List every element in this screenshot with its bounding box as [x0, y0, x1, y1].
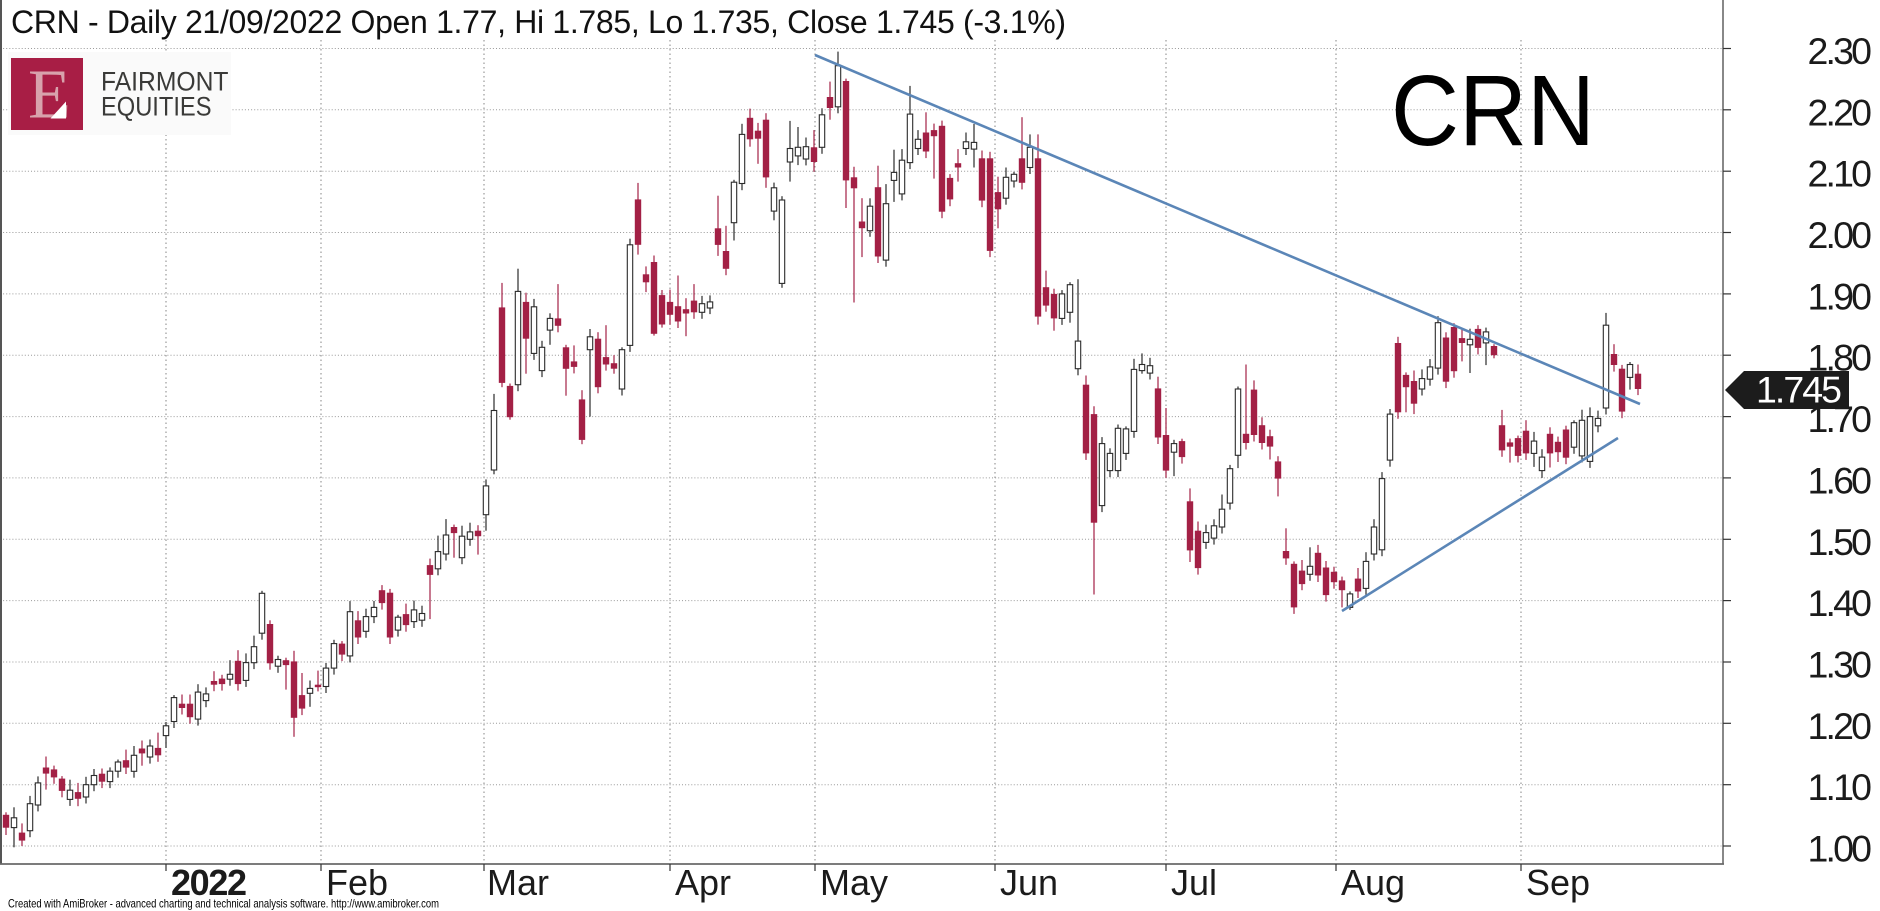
svg-text:EQUITIES: EQUITIES: [101, 92, 212, 122]
svg-text:1.00: 1.00: [1808, 828, 1873, 870]
svg-text:1.50: 1.50: [1808, 521, 1873, 563]
svg-text:Sep: Sep: [1526, 862, 1590, 903]
svg-text:1.10: 1.10: [1808, 766, 1873, 808]
svg-text:2022: 2022: [171, 862, 247, 903]
svg-text:1.40: 1.40: [1808, 582, 1873, 624]
svg-text:Jul: Jul: [1171, 862, 1217, 903]
svg-text:May: May: [820, 862, 888, 903]
svg-text:2.30: 2.30: [1808, 30, 1873, 72]
svg-text:1.30: 1.30: [1808, 644, 1873, 686]
svg-text:CRN: CRN: [1391, 55, 1595, 167]
svg-text:1.60: 1.60: [1808, 459, 1873, 501]
svg-text:FAIRMONT: FAIRMONT: [101, 67, 229, 97]
svg-text:E: E: [28, 57, 71, 134]
svg-text:Jun: Jun: [1000, 862, 1058, 903]
svg-text:1.90: 1.90: [1808, 275, 1873, 317]
svg-text:2.00: 2.00: [1808, 214, 1873, 256]
svg-text:Aug: Aug: [1341, 862, 1405, 903]
svg-text:2.10: 2.10: [1808, 153, 1873, 195]
svg-text:Apr: Apr: [675, 862, 731, 903]
svg-text:1.20: 1.20: [1808, 705, 1873, 747]
svg-text:Created with AmiBroker - advan: Created with AmiBroker - advanced charti…: [8, 897, 439, 911]
svg-text:2.20: 2.20: [1808, 91, 1873, 133]
svg-text:CRN - Daily 21/09/2022 Open 1.: CRN - Daily 21/09/2022 Open 1.77, Hi 1.7…: [11, 4, 1066, 40]
svg-text:Feb: Feb: [326, 862, 388, 903]
svg-text:Mar: Mar: [487, 862, 549, 903]
svg-text:1.745: 1.745: [1756, 369, 1842, 411]
